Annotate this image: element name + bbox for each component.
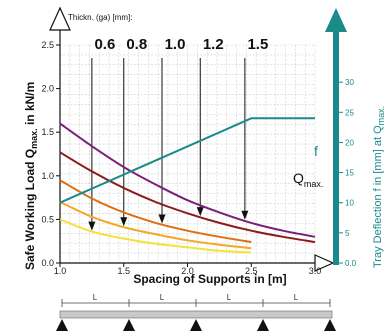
y-tick-label: 2.0 (41, 84, 54, 94)
y2-tick-label: 10 (345, 199, 354, 208)
support-triangle (123, 319, 135, 331)
thickness-labels: 0.6 0.8 1.0 1.2 1.5 (88, 36, 268, 231)
f-label: f (314, 143, 318, 159)
thickness-label: 1.5 (247, 36, 268, 53)
support-triangle (257, 319, 269, 331)
y-tick-label: 1.0 (41, 171, 54, 181)
supports (56, 299, 336, 331)
y-tick-label: 0.0 (41, 258, 54, 268)
load-curve-2 (59, 201, 252, 250)
span-label: L (227, 293, 232, 302)
beam (59, 310, 333, 319)
support-triangle (324, 319, 336, 331)
support-triangle (190, 319, 202, 331)
deflection-curve (59, 117, 315, 204)
thickness-label: 0.6 (94, 36, 115, 53)
y2-tick-label: 0.0 (345, 259, 357, 268)
qmax-label: Qmax. (293, 170, 323, 189)
y-axis-title: Safe Working Load Qmax. in kN/m (23, 82, 39, 270)
support-triangle (56, 319, 68, 331)
y2-tick-label: 15 (345, 169, 354, 178)
x-ticks: 1.0 1.5 2.0 2.5 3.0 (54, 263, 322, 276)
y2-ticks: 0.0 5 10 15 20 25 30 (339, 78, 357, 268)
x-tick-label: 1.0 (54, 266, 67, 276)
thickness-arrow-head (241, 210, 249, 220)
y2-tick-label: 5 (345, 229, 350, 238)
grid (59, 44, 316, 264)
thickness-label: 0.8 (126, 36, 147, 53)
deflection-line (59, 117, 315, 204)
x-tick-label: 1.5 (117, 266, 130, 276)
y2-tick-label: 25 (345, 108, 354, 117)
x-tick-label: 2.5 (245, 266, 258, 276)
thickness-arrow-head (158, 214, 166, 224)
thickness-arrow-head (120, 217, 128, 227)
thickness-header: Thickn. (ga) [mm]: (68, 13, 132, 22)
x-tick-label: 3.0 (309, 266, 322, 276)
y2-axis-arrow (325, 8, 347, 32)
load-curves (59, 122, 316, 254)
y-ticks: 0.0 0.5 1.0 1.5 2.0 2.5 (41, 40, 60, 268)
thickness-arrow-head (196, 207, 204, 217)
load-curve-5 (59, 122, 316, 238)
y-tick-label: 0.5 (41, 214, 54, 224)
x-tick-label: 2.0 (181, 266, 194, 276)
span-label: L (93, 293, 98, 302)
y2-axis-bar (333, 30, 339, 265)
thickness-arrow-head (88, 221, 96, 231)
span-label: L (294, 293, 299, 302)
y-axis-arrow (49, 6, 71, 31)
y2-axis-title: Tray Deflection f in [mm] at Qmax. (372, 106, 386, 268)
load-curve-4 (59, 151, 316, 244)
load-curve-1 (59, 218, 252, 254)
span-label: L (160, 293, 165, 302)
y-tick-label: 1.5 (41, 127, 54, 137)
y2-tick-label: 30 (345, 78, 354, 87)
y-tick-label: 2.5 (41, 40, 54, 50)
x-axis-title: Spacing of Supports in [m] (133, 272, 286, 286)
y2-tick-label: 20 (345, 138, 354, 147)
load-curve-3 (59, 179, 252, 244)
thickness-label: 1.2 (203, 36, 224, 53)
thickness-label: 1.0 (165, 36, 186, 53)
